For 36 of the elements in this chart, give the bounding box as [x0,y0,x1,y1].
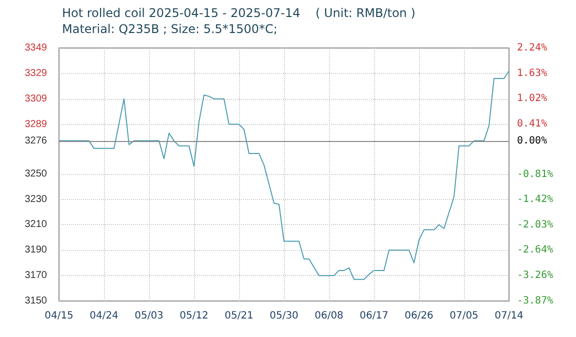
y-tick-label: 3349 [24,42,48,54]
chart-title: Hot rolled coil 2025-04-15 - 2025-07-14 ( Unit: RMB/ton ) [62,6,416,20]
y-tick-label: 3309 [24,93,48,104]
y2-tick-label: -2.03% [517,219,554,230]
chart-subtitle: Material: Q235B ; Size: 5.5*1500*C; [62,22,278,36]
y2-tick-label: 1.02% [517,93,548,104]
x-tick-label: 05/03 [134,310,164,322]
y2-tick-label: -3.26% [517,270,554,282]
x-tick-label: 05/21 [224,310,254,322]
y2-tick-label: 1.63% [517,68,548,79]
y2-tick-label: -1.42% [517,194,554,206]
y-tick-label: 3210 [24,219,48,230]
y-tick-label: 3170 [24,270,48,282]
line-series [58,70,510,280]
y-tick-label: 3230 [24,194,48,205]
y-tick-label: 3329 [24,68,48,79]
y2-tick-label: 0.41% [517,118,548,130]
y2-tick-label: -0.81% [517,168,554,180]
y-tick-label: 3276 [24,135,48,146]
x-tick-label: 06/08 [314,310,344,322]
x-tick-label: 05/12 [180,310,208,322]
y-tick-label: 3250 [24,168,48,180]
x-tick-label: 05/30 [270,310,298,322]
x-tick-label: 06/17 [360,310,388,322]
y-tick-label: 3190 [24,244,48,256]
y2-tick-label: 0.00% [517,135,548,146]
y2-tick-label: 2.24% [517,42,548,54]
x-tick-label: 04/24 [90,310,118,322]
y-tick-label: 3289 [24,118,48,130]
y2-tick-label: -2.64% [517,244,554,256]
x-tick-label: 06/26 [404,310,434,322]
x-tick-label: 04/15 [44,310,74,322]
y2-tick-label: -3.87% [517,296,554,306]
y-tick-label: 3150 [24,296,48,306]
x-tick-label: 07/05 [450,310,478,322]
x-tick-label: 07/14 [494,310,524,322]
